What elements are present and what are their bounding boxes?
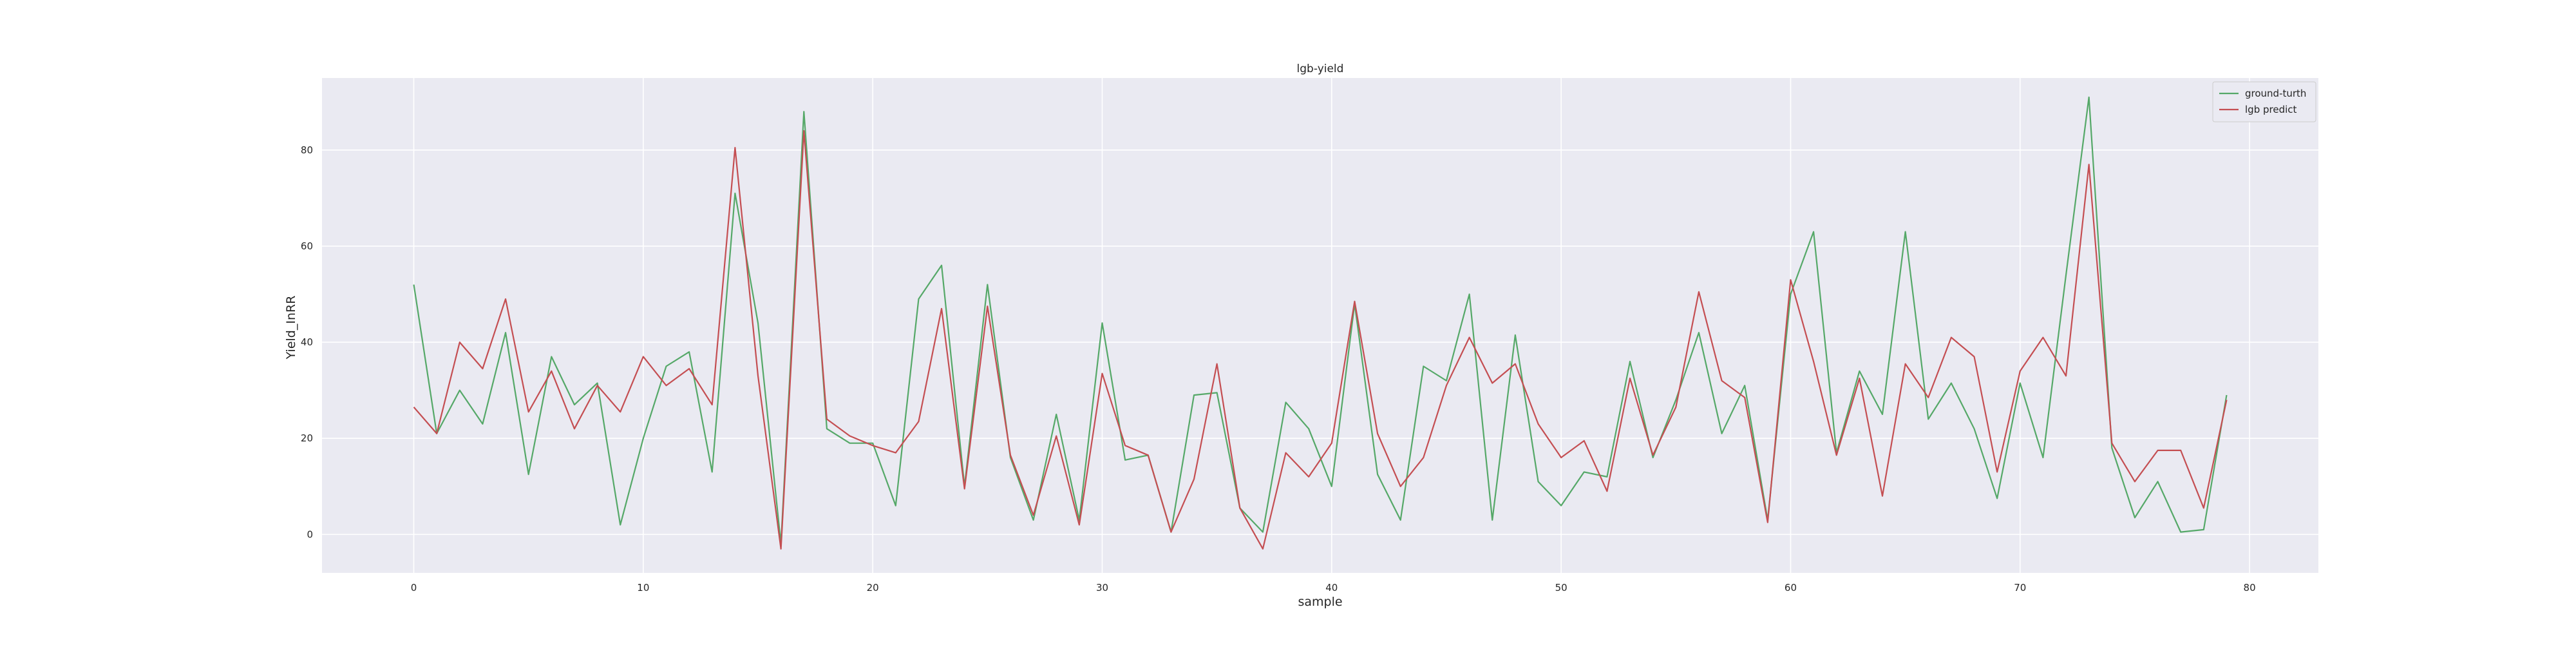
y-tick-label: 0 — [307, 528, 313, 540]
x-tick-label: 60 — [1785, 582, 1797, 594]
x-tick-label: 70 — [2014, 582, 2026, 594]
legend-box — [2212, 81, 2316, 122]
legend-label-lgb-predict: lgb predict — [2245, 104, 2297, 115]
x-tick-label: 0 — [411, 582, 417, 594]
x-axis-label: sample — [1298, 595, 1342, 609]
y-tick-label: 60 — [301, 240, 313, 252]
chart-title: lgb-yield — [1297, 63, 1344, 75]
x-tick-label: 80 — [2244, 582, 2256, 594]
y-axis-label: Yield_InRR — [284, 296, 298, 360]
series-line-lgb-predict — [413, 130, 2228, 550]
x-tick-label: 50 — [1555, 582, 1567, 594]
x-tick-label: 10 — [637, 582, 649, 594]
legend-label-ground-turth: ground-turth — [2245, 88, 2306, 99]
x-tick-label: 40 — [1325, 582, 1338, 594]
y-tick-label: 20 — [301, 432, 313, 444]
x-tick-label: 30 — [1096, 582, 1108, 594]
y-tick-label: 40 — [301, 336, 313, 348]
series-line-ground-turth — [413, 96, 2228, 545]
chart-legend: ground-turth lgb predict — [2212, 81, 2316, 122]
y-tick-label: 80 — [301, 144, 313, 156]
x-tick-label: 20 — [867, 582, 879, 594]
plot-area — [322, 78, 2318, 573]
